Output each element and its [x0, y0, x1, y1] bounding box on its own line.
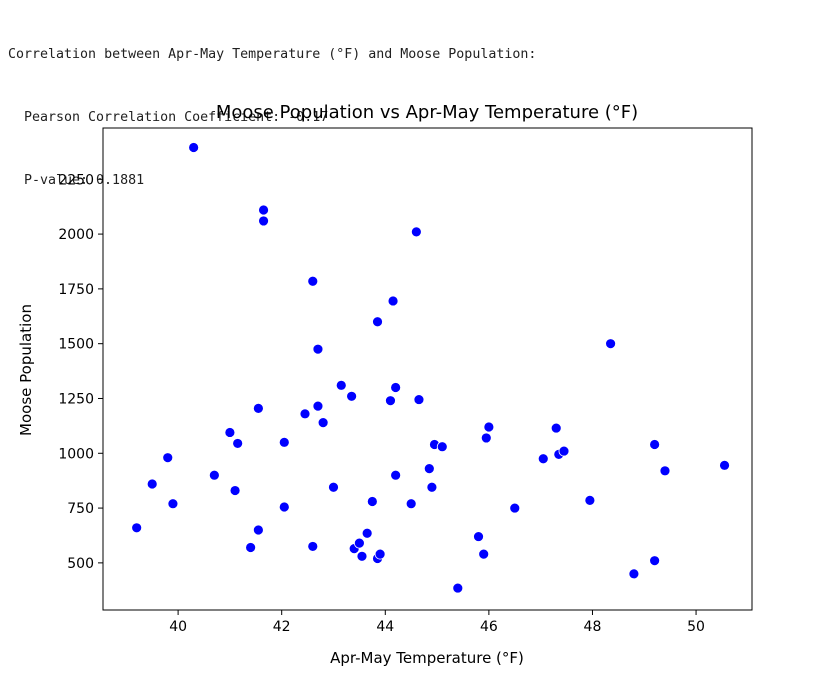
data-point [374, 548, 386, 560]
data-point [649, 555, 661, 567]
axis-ticks: 40 42 44 46 48 50 500 750 1000 1250 1500 1750 2000 22… [58, 172, 705, 635]
data-points [131, 142, 730, 594]
chart-title: Moose Population vs Apr-May Temperature … [216, 102, 638, 123]
data-point [483, 421, 495, 433]
data-point [252, 402, 264, 414]
data-point [356, 550, 368, 562]
data-point [478, 548, 490, 560]
data-point [509, 502, 521, 514]
y-tick-label: 1750 [58, 282, 94, 298]
data-point [410, 226, 422, 238]
data-point [387, 295, 399, 307]
data-point [413, 394, 425, 405]
data-point [328, 481, 339, 493]
data-point [299, 408, 311, 420]
console-output: Correlation between Apr-May Temperature … [8, 2, 536, 212]
data-point [167, 498, 179, 510]
data-point [258, 215, 269, 227]
data-point [452, 582, 464, 594]
correlation-heading: Correlation between Apr-May Temperature … [8, 47, 537, 62]
data-point [278, 501, 290, 513]
data-point [224, 427, 236, 438]
data-point [436, 441, 448, 453]
data-point [131, 522, 143, 534]
x-tick-label: 48 [584, 619, 602, 635]
x-tick-label: 42 [273, 619, 291, 635]
data-point [372, 316, 383, 328]
x-tick-label: 40 [169, 619, 187, 635]
data-point [426, 481, 438, 493]
data-point [278, 436, 290, 448]
data-point [423, 463, 435, 475]
data-point [649, 439, 661, 450]
data-point [258, 204, 269, 216]
data-point [390, 469, 402, 481]
data-point [335, 379, 347, 391]
data-point [346, 390, 358, 402]
y-tick-label: 500 [67, 556, 94, 572]
y-axis-label: Moose Population [17, 304, 35, 436]
data-point [659, 465, 671, 477]
y-tick-label: 1500 [58, 337, 94, 353]
data-point [390, 382, 402, 393]
data-point [229, 485, 241, 496]
data-point [385, 395, 396, 407]
p-value-line: P-value: 0.1881 [24, 173, 145, 188]
data-point [162, 452, 174, 464]
data-point [473, 531, 484, 542]
data-point [550, 422, 562, 434]
data-point [366, 496, 378, 507]
data-point [146, 478, 158, 490]
x-tick-label: 50 [687, 619, 705, 635]
data-point [307, 275, 319, 287]
data-point [307, 541, 319, 552]
y-tick-label: 2250 [58, 172, 94, 188]
x-tick-label: 46 [480, 619, 498, 635]
data-point [317, 417, 329, 428]
data-point [405, 498, 417, 510]
data-point [537, 453, 549, 465]
data-point [232, 438, 244, 449]
data-point [312, 343, 324, 355]
data-point [208, 469, 220, 481]
data-point [584, 495, 596, 506]
data-point [245, 542, 257, 553]
plot-frame [102, 127, 753, 611]
data-point [480, 432, 492, 444]
y-tick-label: 2000 [58, 227, 94, 243]
data-point [628, 568, 640, 580]
data-point [188, 142, 200, 153]
data-point [353, 537, 365, 549]
data-point [312, 400, 324, 412]
data-point [252, 524, 264, 536]
data-point [558, 445, 570, 457]
data-point [361, 527, 373, 539]
y-tick-label: 750 [67, 501, 94, 517]
pearson-coefficient-line: Pearson Correlation Coefficient: -0.17 [24, 110, 329, 125]
x-tick-label: 44 [376, 619, 394, 635]
x-axis-label: Apr-May Temperature (°F) [330, 649, 524, 667]
data-point [719, 459, 730, 471]
data-point [605, 338, 616, 350]
y-tick-label: 1000 [58, 446, 94, 462]
y-tick-label: 1250 [58, 391, 94, 407]
